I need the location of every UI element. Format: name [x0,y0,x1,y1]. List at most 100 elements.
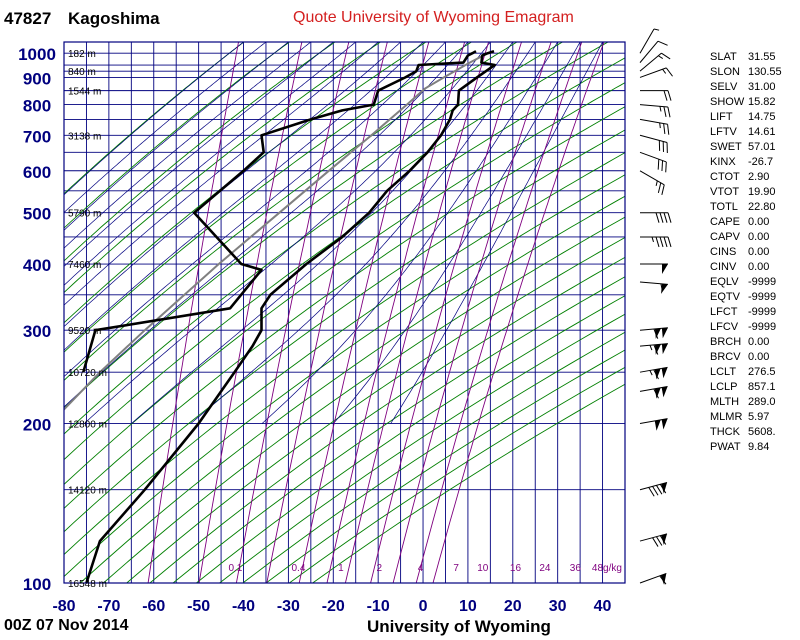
index-value: -26.7 [748,156,774,168]
wind-barb-pennant [661,343,668,355]
wind-barb-staff [639,40,659,63]
dry-adiabat-line [196,295,625,583]
temperature-tick-label: 30 [549,598,567,615]
dry-adiabat-line [79,195,625,583]
mixing-ratio-line [415,42,583,583]
wind-barb-feather [661,52,671,60]
moist-adiabat-line [64,42,334,267]
height-label: 3138 m [68,131,101,142]
index-value: 0.00 [748,336,770,348]
temperature-tick-label: -20 [322,598,345,615]
index-key: CINV [710,261,737,273]
wind-barb-staff [639,134,668,144]
index-value: -9999 [748,321,777,333]
index-value: 857.1 [748,381,776,393]
moist-adiabat-line [64,42,401,328]
mixing-ratio-line [370,42,522,583]
index-row: BRCV 0.00 [710,350,782,365]
index-key: LIFT [710,111,733,123]
wind-barb-feather [659,212,664,223]
index-value: 22.80 [748,201,776,213]
wind-barb [639,418,668,431]
index-key: SLAT [710,51,737,63]
index-value: 57.01 [748,141,776,153]
wind-barb-feather [667,124,670,135]
wind-barb-staff [639,52,662,72]
index-row: LIFT 14.75 [710,110,782,125]
wind-barb [639,481,668,497]
temperature-tick-label: -50 [187,598,210,615]
wind-barb [640,212,672,223]
wind-barb-feather [655,236,660,248]
index-key: LCLP [710,381,738,393]
pressure-tick-label: 1000 [18,45,56,64]
wind-barb-feather [653,388,659,399]
index-value: -9999 [748,276,777,288]
dry-adiabat-line [64,82,625,485]
wind-barb-pennant [661,533,668,546]
index-value: 0.00 [748,261,770,273]
temperature-tick-label: -60 [142,598,165,615]
wind-barb-half-feather [651,236,654,243]
wind-barb-staff [639,118,668,125]
wind-barb-feather [663,90,668,101]
wind-barb-feather [665,161,667,173]
wind-barb-staff [639,572,667,584]
index-value: 15.82 [748,96,776,108]
pressure-tick-label: 200 [23,416,51,435]
index-row: TOTL 22.80 [710,200,782,215]
index-row: KINX -26.7 [710,155,782,170]
pressure-tick-label: 100 [23,575,51,594]
wind-barb [639,327,668,339]
height-label: 840 m [68,67,96,78]
wind-barb-pennant [661,386,668,398]
wind-barb [640,90,672,101]
wind-barb-pennant [661,367,668,379]
pressure-tick-label: 400 [23,256,51,275]
dry-adiabat-line [149,256,625,583]
index-row: CTOT 2.90 [710,170,782,185]
mixing-ratio-label: 1 [338,563,344,574]
wind-barb [639,151,667,173]
moist-adiabat-line [64,42,289,231]
wind-barb-feather [667,90,672,101]
wind-barb-feather [667,212,672,223]
wind-barb-feather [663,106,667,117]
index-value: -9999 [748,291,777,303]
index-value: 14.61 [748,126,776,138]
wind-barb-feather [659,236,664,248]
mixing-ratio-line [392,42,552,583]
wind-barb-staff [639,28,655,54]
wind-barb-pennant [654,368,661,380]
wind-barb-pennant [654,419,661,431]
mixing-ratio-label: 4 [418,563,424,574]
index-key: SWET [710,141,742,153]
wind-barb-pennant [661,418,668,430]
wind-barb [639,170,665,196]
wind-barb-feather [655,485,663,495]
height-label: 7460 m [68,260,101,271]
wind-barb-feather [655,212,660,223]
index-key: CAPV [710,231,740,243]
index-value: 276.5 [748,366,776,378]
index-key: CINS [710,246,737,258]
wind-barb-feather [657,159,660,170]
index-key: SHOW [710,96,745,108]
wind-barb-feather [667,236,672,248]
index-row: SELV 31.00 [710,80,782,95]
wind-barb [639,28,660,54]
dry-adiabat-line [64,152,625,556]
dry-adiabat-line [64,57,625,461]
index-row: SWET 57.01 [710,140,782,155]
mixing-ratio-line [298,42,430,583]
wind-barb [639,134,668,153]
height-label: 10720 m [68,368,107,379]
data-source: University of Wyoming [367,617,551,636]
index-key: MLTH [710,396,740,408]
chart-credit: Quote University of Wyoming Emagram [293,9,574,26]
wind-barb-feather [663,212,668,223]
wind-barb [639,40,668,63]
temperature-tick-label: 0 [419,598,428,615]
wind-barb-staff [639,67,667,78]
moist-adiabat-line [64,42,312,249]
